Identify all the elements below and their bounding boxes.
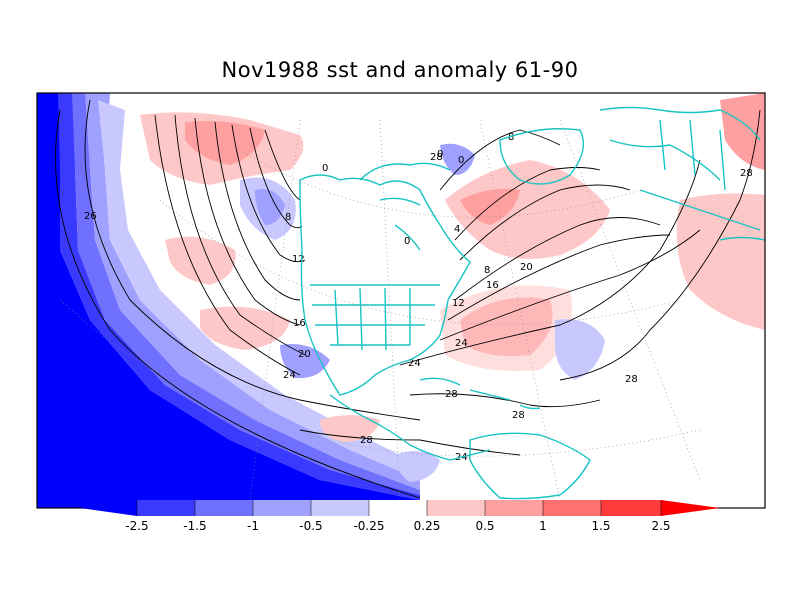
contour-line	[439, 129, 561, 191]
anomaly-band-negative-2	[72, 93, 420, 495]
contour-label: 0	[404, 236, 410, 247]
colorbar-segment	[195, 500, 253, 516]
contour-line	[194, 117, 301, 326]
contour-line	[459, 184, 631, 261]
contour-line	[447, 234, 671, 321]
contour-labels: 26 0 8 12 16 20 24 28 0 4 0 0 8 8 12 16 …	[84, 132, 753, 463]
contour-label: 16	[486, 280, 499, 291]
colorbar-segment	[311, 500, 369, 516]
contour-label: 28	[625, 374, 638, 385]
anomaly-patch-negative-gulf-alaska-core	[255, 189, 285, 225]
land-outlines	[299, 106, 766, 500]
contour-label: 28	[512, 410, 525, 421]
sst-contours	[55, 99, 761, 499]
anomaly-patch-gulf-stream-halo	[440, 285, 572, 371]
map-title: Nov1988 sst and anomaly 61-90	[221, 58, 579, 82]
colorbar-label: 1.5	[591, 519, 610, 533]
anomaly-patch-atlantic-north	[445, 160, 610, 259]
colorbar-label: 0.5	[475, 519, 494, 533]
anomaly-patch-negative-baja	[280, 344, 330, 379]
contour-line	[399, 159, 701, 366]
colorbar-label: -0.5	[299, 519, 322, 533]
colorbar-label: -2.5	[125, 519, 148, 533]
contour-line	[439, 229, 701, 341]
colorbar-arrow-left	[80, 500, 137, 516]
anomaly-patch-negative-atlantic	[555, 319, 605, 380]
contour-label: 0	[322, 163, 328, 174]
anomaly-patch-negative-labrador	[440, 143, 475, 175]
graticule-line	[159, 199, 681, 325]
africa-outline	[719, 236, 766, 241]
contour-label: 8	[508, 132, 514, 143]
canadian-arctic-outline	[359, 162, 451, 251]
contour-line	[299, 429, 521, 456]
anomaly-patch-atlantic-core	[460, 188, 520, 225]
europe-outline	[599, 106, 761, 231]
anomaly-patch-negative-eq-pacific	[395, 451, 440, 482]
colorbar-arrow-right	[661, 500, 720, 516]
contour-label: 0	[437, 149, 443, 160]
anomaly-patch-pacific-core	[185, 121, 265, 165]
colorbar-segment	[601, 500, 661, 516]
contour-line	[214, 121, 301, 301]
contour-label: 12	[292, 254, 305, 265]
contour-line	[249, 127, 303, 229]
colorbar-label: 0.25	[414, 519, 441, 533]
contour-label: 8	[285, 212, 291, 223]
contour-line	[559, 109, 761, 381]
contour-label: 16	[293, 318, 306, 329]
colorbar-label: -1	[247, 519, 259, 533]
colorbar-label: -1.5	[183, 519, 206, 533]
contour-label: 24	[283, 370, 296, 381]
contour-label: 26	[84, 211, 97, 222]
contour-line	[154, 114, 301, 376]
graticule-line	[559, 119, 701, 481]
anomaly-patch-pacific-mid	[165, 236, 236, 285]
contour-line	[409, 393, 601, 408]
contour-label: 0	[458, 155, 464, 166]
contour-label: 28	[430, 152, 443, 163]
contour-label: 20	[298, 349, 311, 360]
central-america-outline	[329, 394, 491, 461]
us-states-grid	[310, 284, 440, 351]
contour-label: 12	[452, 298, 465, 309]
contour-line	[454, 217, 661, 301]
colorbar-label: -0.25	[353, 519, 384, 533]
colorbar-segment	[543, 500, 601, 516]
colorbar-label: 2.5	[651, 519, 670, 533]
colorbar-label: 1	[539, 519, 547, 533]
contour-label: 28	[740, 168, 753, 179]
colorbar: -2.5 -1.5 -1 -0.5 -0.25 0.25 0.5 1 1.5 2…	[80, 500, 720, 533]
contour-label: 28	[360, 435, 373, 446]
contour-label: 24	[408, 358, 421, 369]
contour-line	[55, 109, 421, 499]
contour-label: 8	[484, 265, 490, 276]
contour-line	[454, 167, 601, 241]
north-america-outline	[299, 174, 471, 396]
caribbean-outline	[419, 377, 541, 410]
colorbar-segment	[427, 500, 485, 516]
anomaly-band-negative-3	[85, 93, 420, 490]
contour-line	[84, 99, 421, 421]
south-america-outline	[469, 432, 591, 500]
colorbar-segment	[137, 500, 195, 516]
graticule	[59, 119, 701, 501]
anomaly-patch-pacific-south	[200, 306, 290, 350]
contour-line	[174, 114, 306, 356]
colorbar-segment	[485, 500, 543, 516]
contour-label: 28	[445, 389, 458, 400]
contour-label: 20	[520, 262, 533, 273]
colorbar-segment	[253, 500, 311, 516]
contour-line	[231, 124, 306, 263]
colorbar-segment	[369, 500, 427, 516]
contour-label: 4	[454, 224, 460, 235]
greenland-outline	[499, 128, 584, 185]
anomaly-band-strong-negative	[37, 93, 420, 508]
contour-label: 24	[455, 338, 468, 349]
anomaly-patch-europe	[676, 193, 765, 330]
graticule-line	[479, 119, 561, 501]
contour-line	[264, 129, 301, 201]
